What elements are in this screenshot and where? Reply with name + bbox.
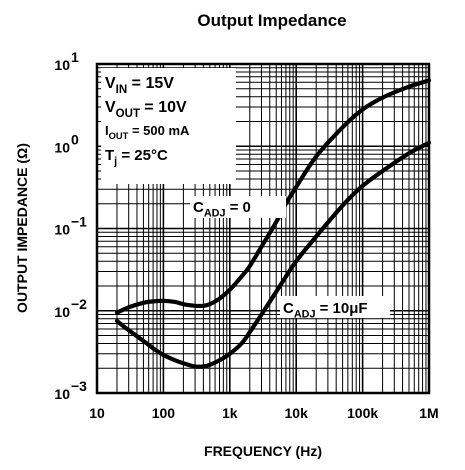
condition-label: IOUT = 500 mA xyxy=(105,123,190,141)
series-label-cadj-10uf-background xyxy=(280,296,390,318)
x-tick-label: 100k xyxy=(347,405,378,421)
y-tick-exponent: −3 xyxy=(71,378,87,394)
condition-label: Tj = 25°C xyxy=(105,147,168,168)
x-tick-label: 1M xyxy=(419,405,438,421)
series-line-cadj-0 xyxy=(114,78,432,315)
condition-label: VIN = 15V xyxy=(105,75,174,96)
y-tick-label: 10 xyxy=(54,57,70,73)
y-axis-label: OUTPUT IMPEDANCE (Ω) xyxy=(14,143,30,313)
y-tick-exponent: 0 xyxy=(71,131,79,147)
chart-title: Output Impedance xyxy=(197,11,346,30)
x-tick-labels: 10 100 1k 10k 100k 1M xyxy=(89,405,439,421)
series-line-cadj-10uf xyxy=(114,140,432,369)
x-tick-label: 10k xyxy=(285,405,309,421)
plot-frame xyxy=(95,62,431,395)
y-tick-label: 10 xyxy=(54,139,70,155)
series-label-cadj-0-background xyxy=(190,196,286,218)
series-group xyxy=(114,78,432,369)
y-tick-exponent: −1 xyxy=(71,214,87,230)
y-tick-exponent: 1 xyxy=(71,49,79,65)
series-label-cadj-0: CADJ = 0 xyxy=(193,199,251,220)
x-tick-label: 100 xyxy=(152,405,176,421)
conditions-box xyxy=(101,68,236,184)
annotation-group: VIN = 15V VOUT = 10V IOUT = 500 mA Tj = 25°… xyxy=(101,68,390,321)
y-tick-label: 10 xyxy=(54,222,70,238)
y-tick-label: 10 xyxy=(54,386,70,402)
condition-label: VOUT = 10V xyxy=(105,99,187,120)
x-tick-label: 10 xyxy=(89,405,105,421)
y-tick-label: 10 xyxy=(54,304,70,320)
x-tick-label: 1k xyxy=(222,405,238,421)
x-axis-label: FREQUENCY (Hz) xyxy=(204,443,322,459)
y-tick-exponent: −2 xyxy=(71,296,87,312)
series-label-cadj-10uf: CADJ = 10μF xyxy=(283,300,368,321)
